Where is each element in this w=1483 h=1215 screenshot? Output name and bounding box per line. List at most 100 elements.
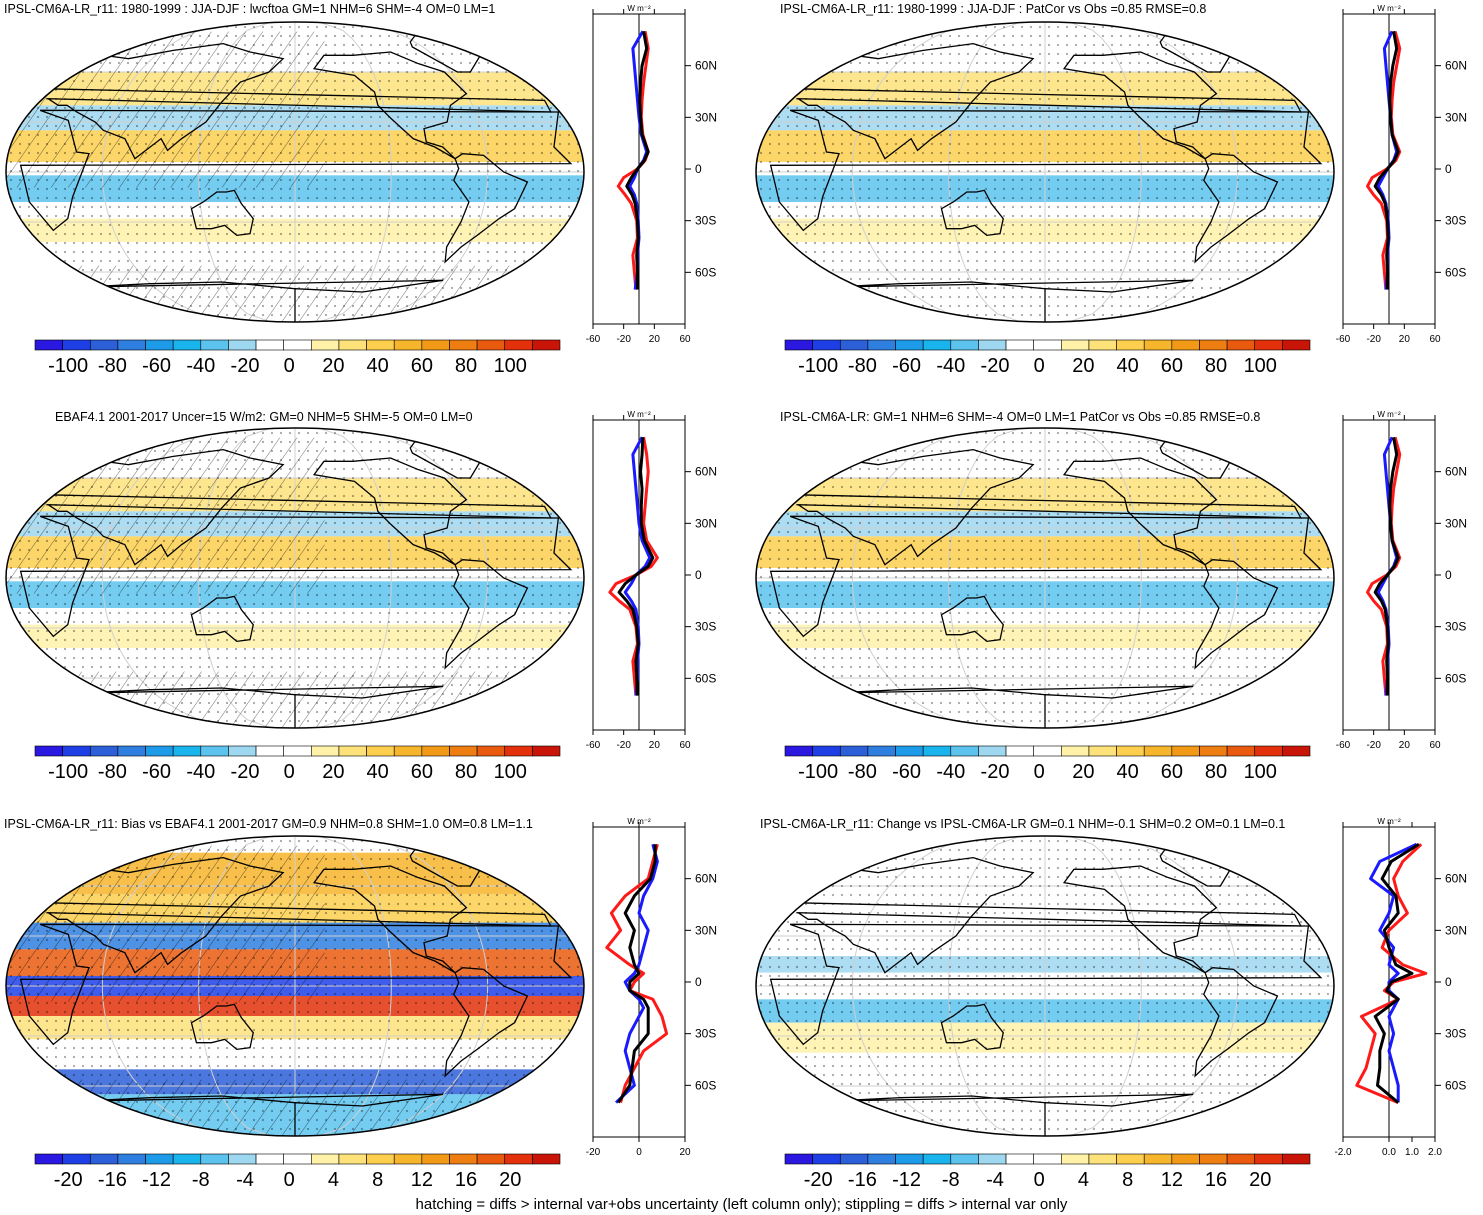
colorbar-swatch: [1143, 339, 1173, 351]
colorbar-tick-label: -20: [54, 1169, 83, 1191]
colorbar-swatch: [117, 1153, 146, 1165]
colorbar-swatch: [145, 745, 174, 757]
world-map: [755, 427, 1335, 729]
colorbar-tick-label: 100: [1244, 355, 1277, 377]
colorbar-swatch: [393, 745, 423, 757]
colorbar-swatch: [839, 745, 869, 757]
colorbar-tick-label: -12: [892, 1169, 921, 1191]
axis-unit-label: W m⁻²: [1377, 4, 1401, 13]
x-tick-label: -20: [616, 740, 631, 751]
colorbar-swatch: [421, 745, 450, 757]
coastline-australia: [190, 595, 254, 643]
colorbar: -20 -16 -12 -8 -4 0 4 8 12 16 20: [34, 1153, 561, 1191]
coastline-antarctica-edge: [833, 279, 1194, 322]
colorbar-swatch: [1143, 745, 1173, 757]
colorbar-tick-label: -100: [48, 355, 88, 377]
axis-unit-label: W m⁻²: [1377, 410, 1401, 419]
colorbar-swatch: [1226, 1153, 1256, 1165]
colorbar-swatch: [421, 1153, 450, 1165]
colorbar-tick-label: 0: [284, 1169, 295, 1191]
panel-title: IPSL-CM6A-LR_r11: 1980-1999 : JJA-DJF : …: [780, 2, 1207, 16]
y-tick-label: 30N: [695, 516, 717, 530]
colorbar-swatch: [895, 339, 924, 351]
colorbar-tick-label: 20: [1072, 761, 1094, 783]
coastline-south-america: [1194, 153, 1279, 264]
colorbar-swatch: [117, 745, 146, 757]
coastline-africa: [19, 109, 573, 232]
coastline-south-america: [1194, 967, 1279, 1078]
colorbar-tick-label: 80: [455, 761, 477, 783]
world-map: [755, 21, 1335, 323]
colorbar-tick-label: 80: [1205, 761, 1227, 783]
colorbar-swatch: [34, 1153, 63, 1165]
colorbar-tick-label: -60: [142, 761, 171, 783]
colorbar-tick-label: 100: [1244, 761, 1277, 783]
x-tick-label: 60: [679, 334, 691, 345]
x-tick-label: -20: [1366, 334, 1381, 345]
colorbar-tick-label: 0: [1034, 1169, 1045, 1191]
colorbar-swatch: [476, 1153, 506, 1165]
y-tick-label: 0: [1445, 975, 1452, 989]
zonal-mean-plot: W m⁻² -60 -20 20 60 60N 30N 0 30S 60S: [1336, 410, 1467, 751]
colorbar-tick-label: 40: [367, 761, 389, 783]
colorbar-tick-label: 40: [367, 355, 389, 377]
zonal-mean-plot: W m⁻² -2.0 0.0 1.0 2.0 60N 30N 0 30S 60S: [1335, 817, 1467, 1158]
y-tick-label: 0: [1445, 162, 1452, 176]
colorbar-swatch: [922, 1153, 952, 1165]
colorbar-tick-label: 60: [411, 355, 433, 377]
colorbar-swatch: [228, 745, 257, 757]
coastline-south-america: [444, 967, 529, 1078]
coastline-north-america: [312, 457, 468, 566]
colorbar-tick-label: 8: [1122, 1169, 1133, 1191]
coastline-australia: [940, 189, 1004, 237]
axis-unit-label: W m⁻²: [627, 410, 651, 419]
colorbar-tick-label: 80: [1205, 355, 1227, 377]
colorbar-swatch: [1116, 745, 1145, 757]
colorbar-tick-label: 60: [1161, 761, 1183, 783]
y-tick-label: 30N: [1445, 110, 1467, 124]
zonal-series-line: [1373, 436, 1400, 696]
zonal-series-line: [1369, 842, 1418, 1103]
panel-title: EBAF4.1 2001-2017 Uncer=15 W/m2: GM=0 NH…: [55, 410, 473, 424]
colorbar-tick-label: -20: [231, 355, 260, 377]
colorbar-swatch: [812, 1153, 841, 1165]
colorbar-tick-label: 20: [322, 355, 344, 377]
colorbar-swatch: [338, 339, 367, 351]
y-tick-label: 60S: [1445, 265, 1466, 279]
coastline-north-america: [1062, 457, 1218, 566]
coastline-australia: [940, 1003, 1004, 1051]
colorbar-tick-label: 16: [455, 1169, 477, 1191]
colorbar-swatch: [1033, 1153, 1062, 1165]
colorbar-swatch: [34, 745, 63, 757]
y-tick-label: 30N: [1445, 516, 1467, 530]
x-tick-label: -2.0: [1335, 1147, 1352, 1158]
colorbar-swatch: [1254, 339, 1283, 351]
colorbar-swatch: [338, 1153, 367, 1165]
colorbar-swatch: [1199, 1153, 1228, 1165]
colorbar: -20 -16 -12 -8 -4 0 4 8 12 16 20: [784, 1153, 1311, 1191]
colorbar-tick-label: 60: [411, 761, 433, 783]
colorbar-swatch: [895, 1153, 924, 1165]
colorbar-tick-label: 40: [1117, 355, 1139, 377]
colorbar-swatch: [922, 339, 952, 351]
colorbar-swatch: [449, 339, 478, 351]
coastline-africa: [19, 923, 573, 1046]
colorbar-swatch: [172, 745, 202, 757]
map-border: [755, 21, 1335, 323]
zonal-series-line: [1373, 842, 1420, 1104]
colorbar-swatch: [504, 745, 533, 757]
x-tick-label: -20: [616, 334, 631, 345]
stippling-overlay: [756, 428, 1334, 728]
colorbar-swatch: [1282, 339, 1311, 351]
colorbar-swatch: [1199, 339, 1228, 351]
coastline-south-america: [444, 153, 529, 264]
colorbar-tick-label: 12: [411, 1169, 433, 1191]
colorbar-tick-label: -40: [186, 761, 215, 783]
colorbar: -100 -80 -60 -40 -20 0 20 40 60 80 100: [34, 745, 561, 783]
colorbar-tick-label: -8: [942, 1169, 960, 1191]
y-tick-label: 0: [1445, 568, 1452, 582]
colorbar-swatch: [950, 1153, 979, 1165]
colorbar-swatch: [1116, 1153, 1145, 1165]
colorbar-swatch: [366, 1153, 395, 1165]
world-map: [5, 835, 585, 1137]
